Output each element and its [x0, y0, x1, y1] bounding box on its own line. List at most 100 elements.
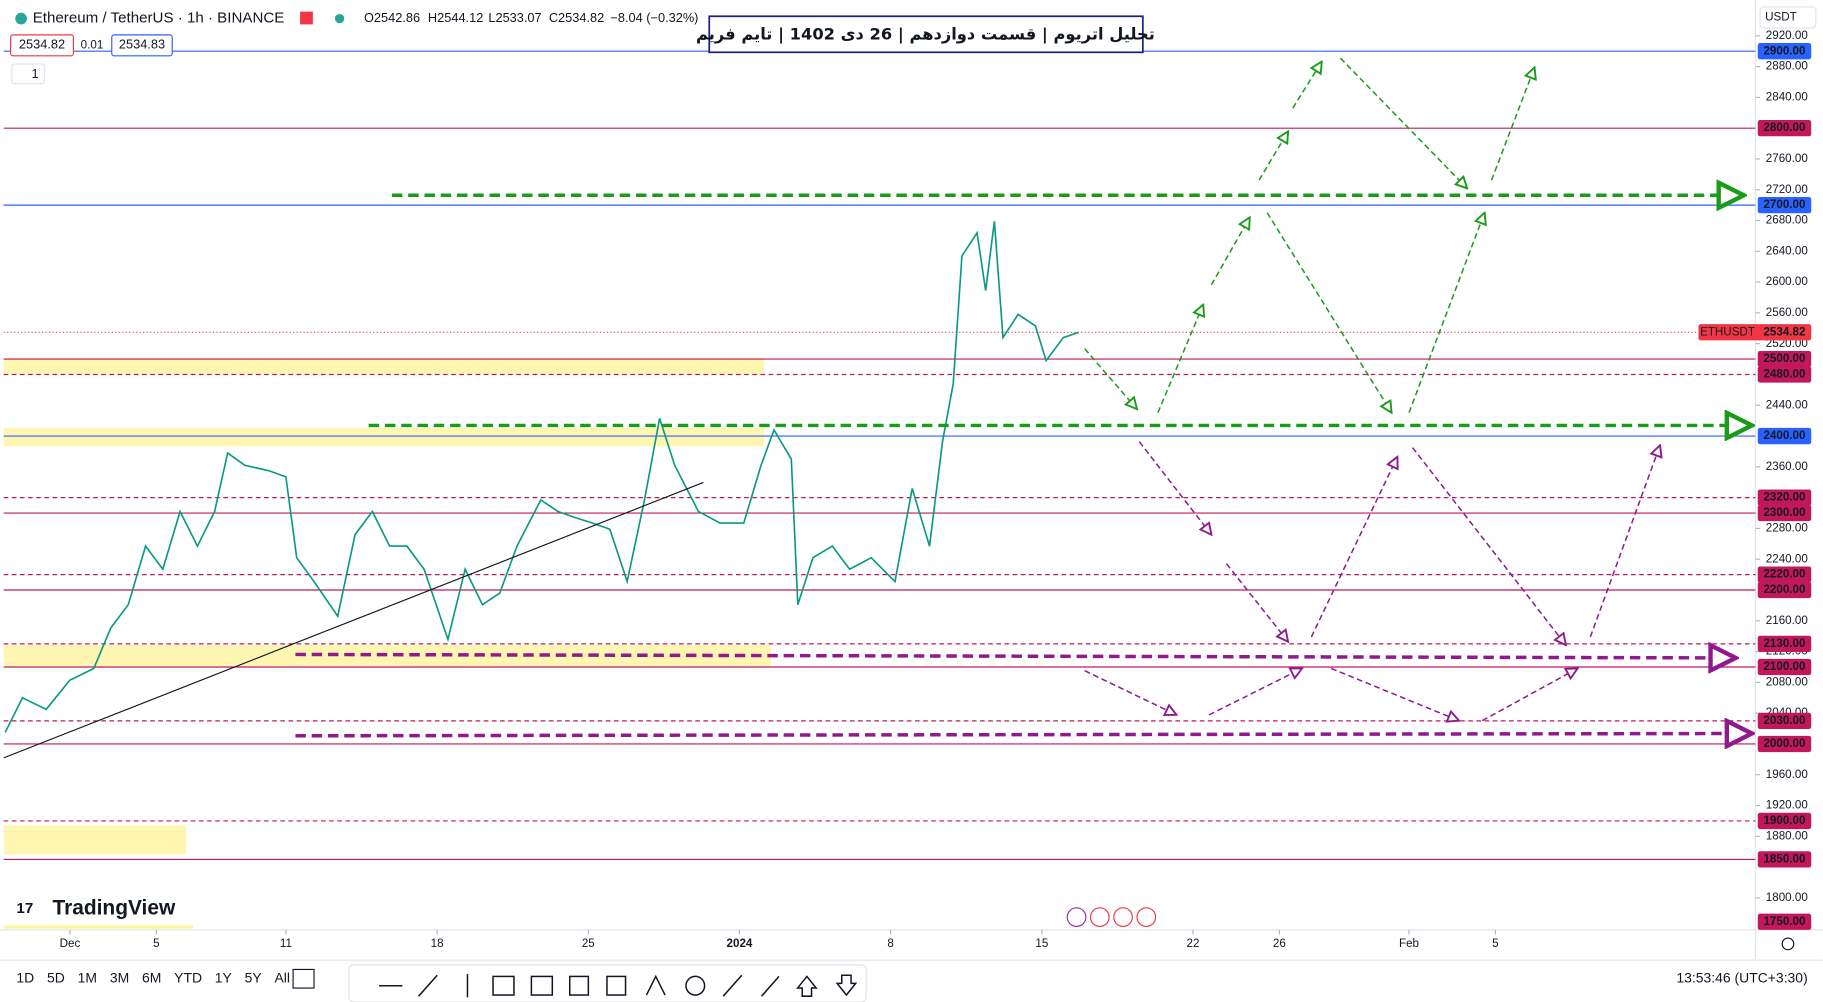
spread: 0.01	[81, 38, 104, 51]
level-tag	[1757, 427, 1812, 445]
level-tag-label: 2700.00	[1763, 198, 1805, 211]
x-tick-label: Feb	[1399, 937, 1419, 950]
range-button[interactable]: 1D	[16, 969, 34, 985]
event-icon[interactable]	[1136, 907, 1157, 928]
flag-icon	[300, 11, 313, 25]
level-tag-label: 2000.00	[1763, 737, 1805, 750]
currency-button[interactable]	[1759, 6, 1817, 29]
x-tick-label: 8	[887, 937, 893, 950]
purple-target-line	[295, 733, 1752, 735]
y-tick-label: 2240.00	[1766, 552, 1808, 565]
low: L2533.07	[488, 10, 541, 25]
range-button[interactable]: All	[275, 969, 291, 985]
tool-icon[interactable]	[606, 975, 627, 996]
x-tick-label: 5	[1492, 937, 1498, 950]
y-tick-label: 2720.00	[1766, 183, 1808, 196]
range-button[interactable]: 1M	[78, 969, 97, 985]
level-tag-label: 1900.00	[1763, 814, 1805, 827]
range-buttons: 1D 5D 1M 3M 6M YTD 1Y 5Y All	[16, 969, 290, 985]
level-tag-label: 2500.00	[1763, 352, 1805, 365]
tool-icon[interactable]	[760, 975, 780, 997]
x-tick-label: 18	[431, 937, 444, 950]
zone	[3, 825, 187, 855]
range-button[interactable]: 5Y	[245, 969, 262, 985]
level-tag	[1757, 504, 1812, 522]
x-tick-label: 22	[1187, 937, 1200, 950]
y-tick-label: 2080.00	[1766, 675, 1808, 688]
zone	[3, 358, 764, 375]
bid: 2534.82	[19, 37, 65, 52]
green-arrow	[1408, 213, 1485, 413]
y-tick-label: 2560.00	[1766, 306, 1808, 319]
tool-icon[interactable]	[722, 974, 743, 997]
x-tick-label: 25	[582, 937, 595, 950]
y-tick-label: 1920.00	[1766, 799, 1808, 812]
y-tick-label: 2880.00	[1766, 60, 1808, 73]
drawings	[3, 57, 1752, 759]
y-tick-label: 2440.00	[1766, 398, 1808, 411]
zone	[3, 427, 764, 447]
event-icon[interactable]	[1113, 907, 1133, 928]
branding-text: TradingView	[52, 897, 176, 920]
range-button[interactable]: 5D	[47, 969, 65, 985]
y-tick-label: 2600.00	[1766, 275, 1808, 288]
range-button[interactable]: 6M	[142, 969, 161, 985]
level-tag	[1757, 43, 1812, 60]
y-tick-label: 2760.00	[1766, 152, 1808, 165]
tool-icon[interactable]	[568, 975, 590, 996]
y-tick-label: 2640.00	[1766, 244, 1808, 257]
range-button[interactable]: 1Y	[215, 969, 232, 985]
currency: USDT	[1765, 10, 1797, 23]
ask-box[interactable]	[111, 34, 173, 57]
range-button[interactable]: 3M	[110, 969, 129, 985]
x-tick-label: 15	[1035, 937, 1048, 950]
tool-icon[interactable]	[418, 974, 438, 997]
tool-icon[interactable]	[530, 975, 554, 996]
level-tag-label: 2400.00	[1763, 429, 1805, 442]
levels	[3, 50, 1756, 861]
range-button[interactable]: YTD	[174, 969, 202, 985]
annotation: تحلیل اتریوم | قسمت دوازدهم | 26 دی 1402…	[696, 24, 1155, 44]
tool-icon[interactable]	[492, 975, 515, 996]
tool-icon[interactable]	[645, 974, 666, 996]
x-tick-label: 26	[1273, 937, 1286, 950]
green-arrow	[1210, 217, 1249, 286]
branding: 17 TradingView	[3, 897, 194, 929]
tool-icon[interactable]	[685, 975, 706, 996]
close: C2534.82	[549, 10, 604, 25]
zone	[3, 645, 771, 667]
purple-arrow	[1589, 445, 1660, 638]
level-tag	[1757, 658, 1812, 676]
purple-target-line	[295, 654, 1735, 657]
tool-icon[interactable]	[835, 974, 858, 997]
price-series	[4, 221, 1079, 733]
level-tag-label: 2800.00	[1763, 121, 1805, 134]
zone	[3, 925, 194, 929]
x-tick-label: Dec	[60, 937, 81, 950]
level-tag	[1757, 735, 1812, 753]
bid-box[interactable]	[10, 34, 74, 57]
level-tag	[1757, 851, 1812, 868]
indicator-toggle[interactable]	[11, 63, 45, 85]
purple-arrow	[1310, 457, 1397, 638]
level-tag	[1757, 350, 1812, 368]
settings-icon[interactable]	[1781, 937, 1795, 951]
date-range-icon[interactable]	[292, 968, 315, 989]
green-arrow	[1339, 57, 1467, 188]
y-tick-label: 2360.00	[1766, 460, 1808, 473]
level-tag-label: 2300.00	[1763, 506, 1805, 519]
level-tag	[1757, 812, 1812, 830]
event-icon[interactable]	[1066, 907, 1087, 928]
x-tick-label: 2024	[727, 937, 753, 950]
green-arrow	[1258, 131, 1288, 181]
tool-icon[interactable]	[796, 975, 818, 997]
level-tag-label: 2320.00	[1763, 491, 1805, 504]
y-tick-label: 2840.00	[1766, 90, 1808, 103]
ask: 2534.83	[119, 37, 165, 52]
open: O2542.86	[364, 10, 420, 25]
level-tag	[1757, 566, 1812, 583]
event-icon[interactable]	[1089, 907, 1110, 928]
level-tag	[1757, 913, 1812, 930]
